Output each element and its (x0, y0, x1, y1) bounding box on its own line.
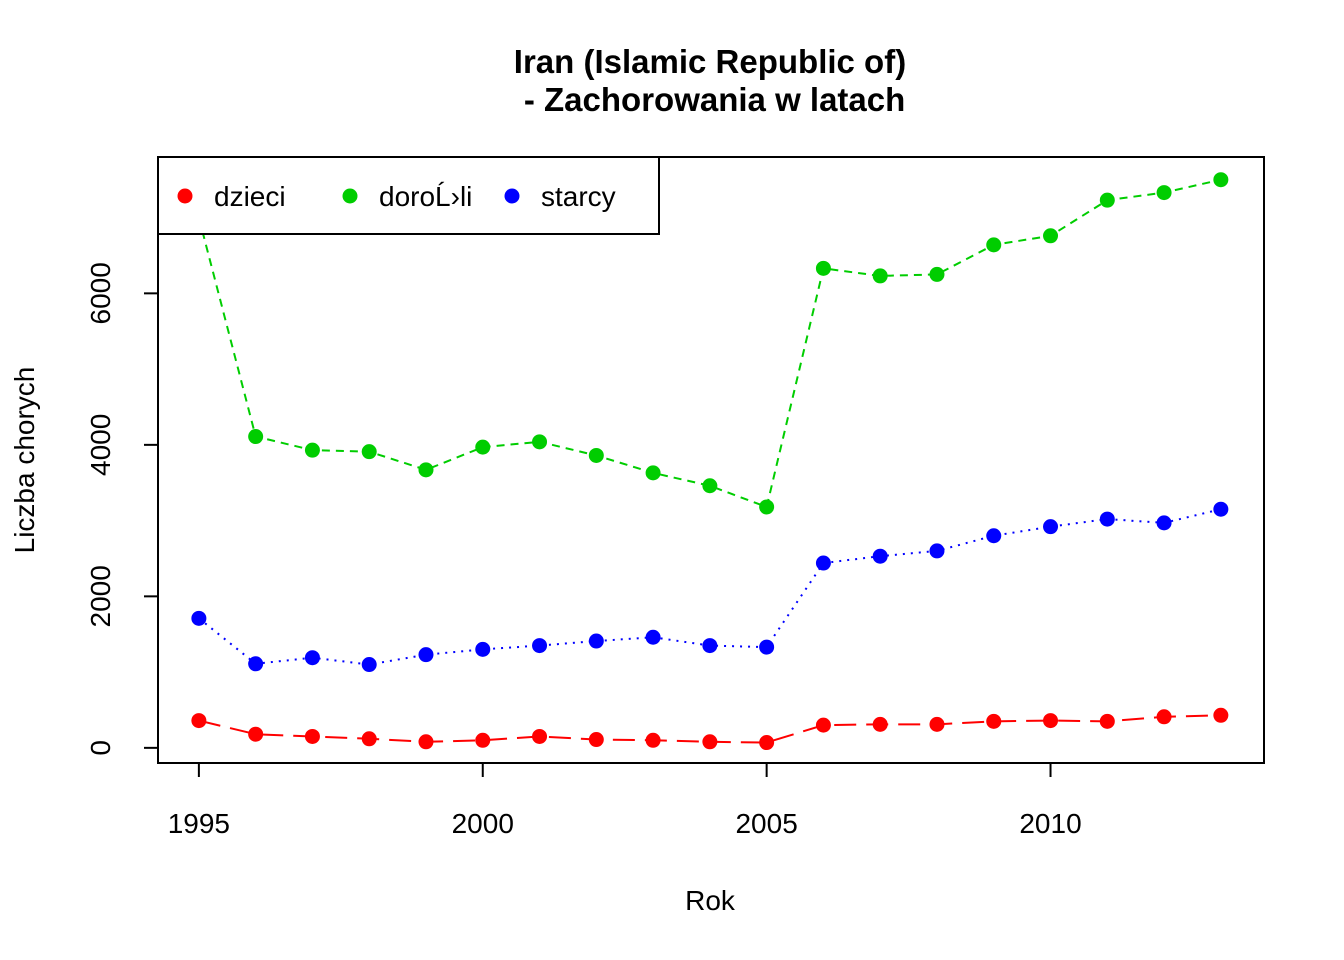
data-point (475, 732, 491, 748)
data-point (1043, 228, 1059, 244)
data-point (929, 543, 945, 559)
x-axis: 1995 2000 2005 2010 (168, 762, 1082, 839)
y-tick-label: 4000 (85, 414, 116, 476)
data-point (1213, 501, 1229, 517)
data-point (588, 633, 604, 649)
data-point (418, 734, 434, 750)
legend-label: starcy (541, 181, 616, 212)
data-point (532, 728, 548, 744)
data-point (702, 734, 718, 750)
data-point (361, 731, 377, 747)
data-point (304, 650, 320, 666)
data-point (418, 647, 434, 663)
legend-marker (342, 188, 358, 204)
data-point (1213, 172, 1229, 188)
data-point (645, 629, 661, 645)
legend-box (157, 156, 660, 235)
data-point (304, 442, 320, 458)
data-point (815, 717, 831, 733)
plot-frame (157, 156, 1265, 764)
y-tick-label: 2000 (85, 565, 116, 627)
y-axis: 0 2000 4000 6000 (85, 262, 159, 756)
data-point (986, 713, 1002, 729)
data-point (645, 732, 661, 748)
data-point (361, 657, 377, 673)
data-point (588, 447, 604, 463)
data-point (1099, 192, 1115, 208)
data-point (1156, 709, 1172, 725)
data-point (248, 656, 264, 672)
x-tick-label: 2000 (452, 808, 514, 839)
data-point (1043, 713, 1059, 729)
data-point (702, 638, 718, 654)
legend-marker (504, 188, 520, 204)
data-point (815, 260, 831, 276)
data-point (1099, 713, 1115, 729)
data-point (759, 735, 775, 751)
data-point (872, 716, 888, 732)
legend: dzieci doroĹ›li starcy (157, 156, 660, 235)
data-point (1099, 511, 1115, 527)
legend-label: doroĹ›li (379, 181, 472, 212)
data-point (815, 555, 831, 571)
chart-title: Iran (Islamic Republic of) (514, 43, 906, 80)
x-tick-label: 2005 (735, 808, 797, 839)
legend-marker (177, 188, 193, 204)
data-point (872, 268, 888, 284)
data-point (248, 726, 264, 742)
data-point (475, 439, 491, 455)
data-point (759, 499, 775, 515)
data-point (588, 732, 604, 748)
data-point (929, 266, 945, 282)
y-tick-label: 6000 (85, 262, 116, 324)
data-point (475, 641, 491, 657)
data-point (532, 434, 548, 450)
data-point (248, 429, 264, 445)
data-point (929, 716, 945, 732)
data-point (702, 478, 718, 494)
y-axis-label: Liczba chorych (9, 367, 40, 554)
data-point (532, 638, 548, 654)
x-tick-label: 1995 (168, 808, 230, 839)
data-point (191, 713, 207, 729)
x-axis-label: Rok (685, 885, 736, 916)
data-point (191, 610, 207, 626)
data-point (304, 728, 320, 744)
data-point (418, 462, 434, 478)
data-point (645, 465, 661, 481)
chart-subtitle: - Zachorowania w latach (515, 81, 906, 118)
data-point (1156, 185, 1172, 201)
data-point (872, 548, 888, 564)
data-point (361, 444, 377, 460)
data-point (1213, 707, 1229, 723)
legend-label: dzieci (214, 181, 286, 212)
data-point (759, 639, 775, 655)
series-layer (191, 172, 1229, 751)
data-point (1156, 515, 1172, 531)
data-point (986, 237, 1002, 253)
data-point (986, 528, 1002, 544)
x-tick-label: 2010 (1019, 808, 1081, 839)
y-tick-label: 0 (85, 740, 116, 756)
data-point (1043, 519, 1059, 535)
